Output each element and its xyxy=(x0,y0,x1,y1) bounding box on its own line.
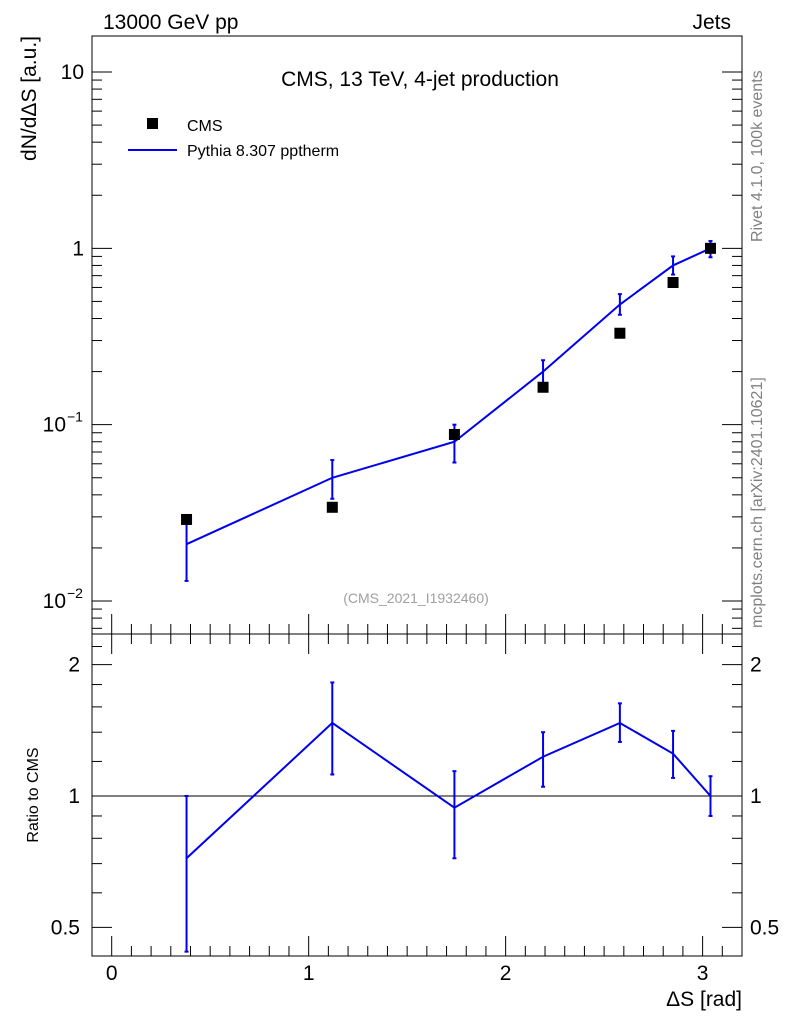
x-tick-label: 2 xyxy=(500,962,512,985)
main-y-tick-exponent: −2 xyxy=(67,585,83,601)
cms-data-point xyxy=(448,428,460,440)
chart-title: CMS, 13 TeV, 4-jet production xyxy=(281,68,559,91)
ratio-frame xyxy=(91,633,743,957)
header-right-label: Jets xyxy=(692,11,731,34)
main-y-tick-label: 10 xyxy=(43,414,66,437)
ratio-y-tick-label-right: 2 xyxy=(750,654,762,677)
pythia-line xyxy=(186,247,711,546)
main-y-tick-label: 10 xyxy=(61,61,84,84)
ratio-x-axis: 0 1 2 3 xyxy=(106,634,743,985)
main-y-tick-label: 1 xyxy=(72,237,84,260)
ratio-y-axis: 0.5 0.5 1 1 2 2 xyxy=(51,646,779,939)
x-axis-label: ΔS [rad] xyxy=(666,988,742,1011)
legend: CMS Pythia 8.307 pptherm xyxy=(128,118,339,160)
ratio-y-tick-label: 1 xyxy=(68,785,80,808)
cms-data-point xyxy=(181,513,193,525)
legend-cms-label: CMS xyxy=(187,118,223,135)
ratio-y-tick-label: 2 xyxy=(68,654,80,677)
main-y-tick-exponent: −1 xyxy=(67,409,83,425)
legend-pythia-label: Pythia 8.307 pptherm xyxy=(187,143,339,160)
ratio-line xyxy=(185,721,712,860)
main-y-axis-label: dN/dΔS [a.u.] xyxy=(18,36,41,161)
cms-data-point xyxy=(326,501,338,513)
cms-data-point xyxy=(614,327,626,339)
x-tick-label: 3 xyxy=(697,962,709,985)
header-left-label: 13000 GeV pp xyxy=(103,11,238,34)
x-tick-label: 1 xyxy=(303,962,315,985)
analysis-watermark: (CMS_2021_I1932460) xyxy=(343,590,489,606)
legend-cms-marker xyxy=(147,118,158,129)
rivet-version-label: Rivet 4.1.0, 100k events xyxy=(749,70,766,242)
ratio-y-tick-label: 0.5 xyxy=(51,916,80,939)
main-series xyxy=(181,240,716,582)
mcplots-label: mcplots.cern.ch [arXiv:2401.10621] xyxy=(749,377,766,628)
ratio-y-tick-label-right: 1 xyxy=(750,785,762,808)
main-x-ticks xyxy=(111,614,743,634)
ratio-panel: 0.5 0.5 1 1 2 2 0 1 2 3 Ratio to CMS ΔS [rad] xyxy=(25,633,779,1011)
x-tick-label: 0 xyxy=(106,962,118,985)
ratio-series xyxy=(184,681,713,953)
ratio-y-tick-label-right: 0.5 xyxy=(750,916,779,939)
cms-data-point xyxy=(537,381,549,393)
cms-data-point xyxy=(667,277,679,289)
ratio-y-axis-label: Ratio to CMS xyxy=(25,747,42,842)
main-y-tick-label: 10 xyxy=(43,590,66,613)
cms-data-point xyxy=(704,242,716,254)
